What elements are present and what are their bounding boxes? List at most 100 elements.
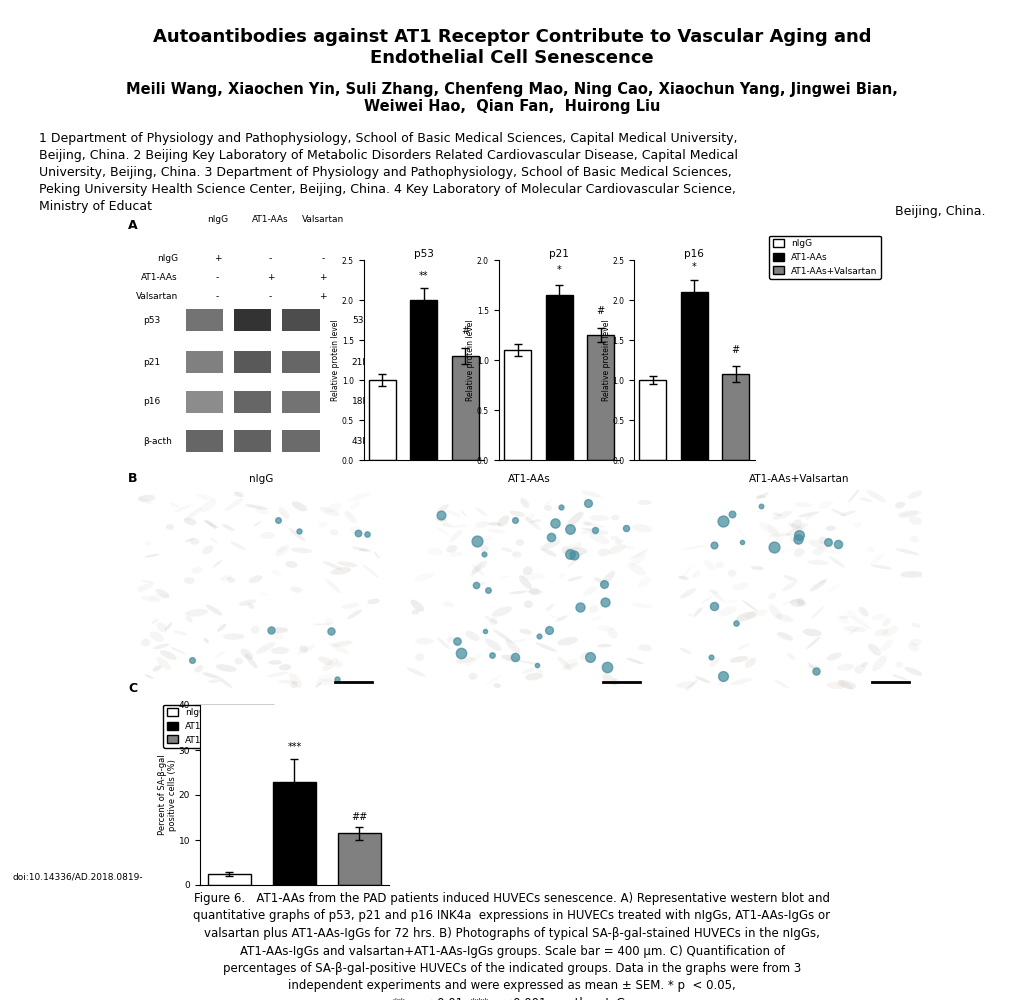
Ellipse shape: [265, 672, 290, 677]
Ellipse shape: [767, 525, 782, 541]
Ellipse shape: [156, 589, 170, 598]
Ellipse shape: [872, 614, 886, 620]
Text: Beijing, China.: Beijing, China.: [895, 205, 985, 218]
Text: doi:10.14336/AD.2018.0819-: doi:10.14336/AD.2018.0819-: [12, 872, 143, 881]
Bar: [234, 351, 271, 373]
Ellipse shape: [790, 599, 806, 607]
Ellipse shape: [246, 504, 268, 510]
Text: B: B: [128, 472, 137, 485]
Ellipse shape: [895, 548, 919, 555]
Ellipse shape: [631, 553, 645, 566]
Ellipse shape: [170, 647, 186, 655]
Ellipse shape: [545, 499, 552, 506]
Text: #: #: [597, 306, 604, 316]
Ellipse shape: [756, 492, 769, 499]
Ellipse shape: [867, 547, 874, 553]
Ellipse shape: [326, 579, 341, 593]
Ellipse shape: [590, 515, 609, 521]
Ellipse shape: [494, 683, 501, 688]
Ellipse shape: [245, 654, 257, 668]
Ellipse shape: [546, 604, 554, 611]
Ellipse shape: [208, 679, 220, 683]
Ellipse shape: [818, 501, 834, 509]
Ellipse shape: [203, 672, 218, 679]
Ellipse shape: [737, 528, 750, 543]
Ellipse shape: [557, 657, 571, 670]
Ellipse shape: [751, 566, 764, 570]
Bar: [283, 391, 319, 413]
Ellipse shape: [769, 605, 782, 620]
Ellipse shape: [230, 541, 246, 550]
Ellipse shape: [839, 680, 853, 690]
Ellipse shape: [852, 617, 870, 629]
Ellipse shape: [589, 533, 609, 544]
Bar: [185, 430, 223, 452]
Ellipse shape: [900, 571, 925, 578]
Ellipse shape: [632, 603, 655, 609]
Ellipse shape: [443, 601, 454, 607]
Ellipse shape: [260, 592, 267, 595]
Ellipse shape: [465, 631, 479, 641]
Ellipse shape: [138, 495, 156, 502]
Text: *: *: [557, 265, 561, 275]
Ellipse shape: [811, 607, 824, 619]
Ellipse shape: [509, 591, 527, 594]
Ellipse shape: [184, 577, 195, 584]
Text: AT1-AAs: AT1-AAs: [252, 215, 289, 224]
Ellipse shape: [783, 575, 798, 581]
Bar: [273, 782, 315, 885]
Ellipse shape: [826, 653, 842, 660]
Ellipse shape: [744, 658, 756, 668]
Ellipse shape: [349, 526, 362, 534]
Ellipse shape: [786, 653, 796, 660]
Ellipse shape: [730, 656, 749, 663]
Ellipse shape: [590, 530, 608, 535]
Bar: [234, 309, 271, 331]
Ellipse shape: [680, 588, 696, 598]
Ellipse shape: [152, 618, 159, 624]
Ellipse shape: [525, 673, 543, 680]
Ellipse shape: [412, 609, 419, 615]
Ellipse shape: [485, 639, 502, 651]
Text: 53kd: 53kd: [352, 316, 375, 325]
Text: 18kd: 18kd: [352, 397, 375, 406]
Ellipse shape: [756, 495, 767, 498]
Ellipse shape: [157, 623, 167, 632]
Bar: [369, 380, 396, 460]
Ellipse shape: [220, 575, 231, 581]
Ellipse shape: [718, 606, 736, 616]
Ellipse shape: [732, 583, 749, 590]
Text: AT1-AAs: AT1-AAs: [508, 474, 551, 484]
Ellipse shape: [461, 511, 467, 516]
Ellipse shape: [536, 642, 557, 652]
Ellipse shape: [898, 510, 919, 517]
Ellipse shape: [775, 614, 794, 622]
Ellipse shape: [184, 507, 203, 521]
Ellipse shape: [580, 652, 589, 660]
Ellipse shape: [222, 524, 234, 531]
Ellipse shape: [190, 538, 200, 545]
Ellipse shape: [203, 520, 218, 528]
Y-axis label: Percent of SA-β-gal
positive cells (%): Percent of SA-β-gal positive cells (%): [158, 755, 177, 835]
Ellipse shape: [872, 655, 887, 671]
Ellipse shape: [564, 659, 578, 668]
Ellipse shape: [895, 502, 905, 508]
Ellipse shape: [437, 637, 450, 649]
Ellipse shape: [140, 639, 151, 646]
Ellipse shape: [522, 668, 535, 674]
Ellipse shape: [854, 664, 865, 674]
Ellipse shape: [841, 510, 856, 516]
Ellipse shape: [559, 573, 565, 578]
Ellipse shape: [525, 514, 535, 521]
Ellipse shape: [465, 653, 482, 666]
Ellipse shape: [908, 643, 919, 651]
Ellipse shape: [144, 554, 160, 558]
Text: A: A: [128, 219, 137, 232]
Ellipse shape: [838, 664, 854, 671]
Ellipse shape: [318, 674, 342, 682]
Ellipse shape: [567, 553, 584, 568]
Bar: [234, 391, 271, 413]
Text: -: -: [216, 292, 219, 301]
Ellipse shape: [436, 527, 449, 535]
Ellipse shape: [289, 673, 302, 688]
